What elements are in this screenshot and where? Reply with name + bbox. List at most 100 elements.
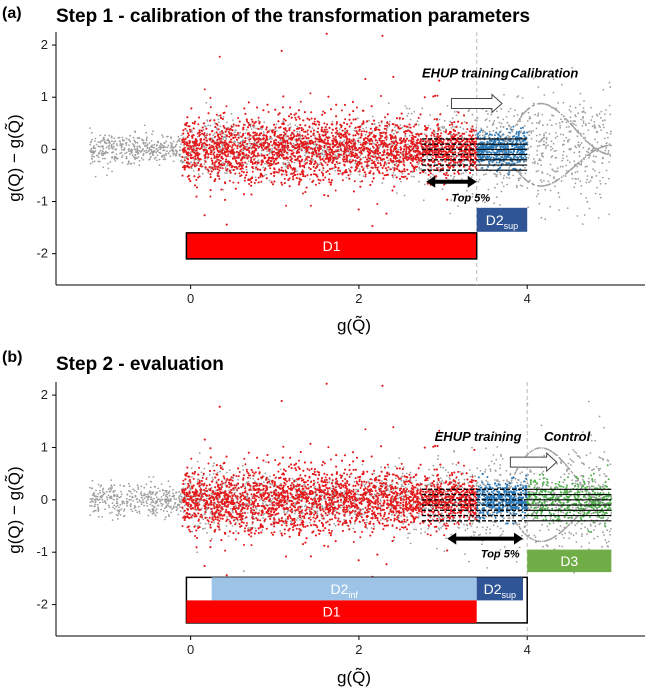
scatter-point-gray [245,168,248,171]
scatter-point-red [296,133,299,136]
scatter-point-gray [263,174,266,177]
scatter-point-gray [595,155,597,158]
scatter-point-gray [465,131,468,134]
scatter-point-gray [561,120,564,123]
scatter-point-gray [163,154,166,157]
scatter-point-gray [401,172,404,175]
scatter-point-red [253,182,256,184]
scatter-point-gray [591,177,593,179]
scatter-point-gray [266,150,268,153]
scatter-point-gray [357,117,359,120]
scatter-point-gray [500,190,503,193]
scatter-point-gray [115,143,118,145]
scatter-point-gray [510,126,512,129]
scatter-point-gray [89,162,92,165]
scatter-point-gray [166,146,169,149]
scatter-point-red [323,144,326,147]
scatter-point-gray [102,157,104,160]
scatter-point-gray [178,140,181,143]
scatter-point-gray [581,223,584,226]
scatter-point-gray [232,125,235,128]
scatter-point-gray [569,120,572,122]
scatter-point-gray [110,143,113,146]
y-tick-label: 0 [41,141,48,156]
scatter-point-gray [592,155,595,158]
scatter-point-gray [161,134,164,137]
scatter-point-gray [166,150,168,153]
scatter-point-red [334,189,337,192]
scatter-point-gray [543,179,545,182]
scatter-point-gray [358,168,361,171]
scatter-point-gray [321,152,324,155]
scatter-point-gray [488,130,491,133]
scatter-point-gray [218,121,220,124]
scatter-point-gray [174,145,177,148]
scatter-point-gray [161,144,164,147]
panel-a-title: Step 1 - calibration of the transformati… [56,6,530,27]
scatter-point-gray [584,156,587,158]
scatter-point-gray [403,194,406,197]
scatter-point-gray [557,102,559,104]
scatter-point-gray [95,143,98,146]
scatter-point-gray [395,162,398,165]
scatter-point-gray [555,180,557,182]
scatter-point-gray [543,140,545,143]
scatter-point-gray [110,136,113,139]
scatter-point-gray [286,153,289,156]
scatter-point-gray [219,125,222,128]
scatter-point-gray [242,139,245,142]
scatter-point-gray [149,158,152,160]
scatter-point-red [364,160,367,163]
scatter-point-gray [129,163,132,165]
scatter-point-gray [562,157,564,160]
scatter-point-gray [183,157,186,159]
scatter-point-gray [249,145,252,147]
scatter-point-gray [552,106,554,109]
scatter-point-gray [104,151,107,154]
scatter-point-red [213,151,216,154]
scatter-point-gray [186,129,188,132]
scatter-point-gray [371,130,374,133]
scatter-point-gray [560,113,563,116]
scatter-point-gray [575,124,577,126]
scatter-point-gray [532,102,535,105]
scatter-point-gray [296,130,298,133]
scatter-point-red [322,167,325,170]
scatter-point-gray [142,158,144,161]
scatter-point-gray [181,162,184,164]
scatter-point-gray [544,188,546,191]
scatter-point-gray [568,138,571,141]
scatter-point-gray [113,155,116,158]
scatter-point-gray [521,185,524,188]
scatter-point-red [277,141,280,144]
scatter-point-gray [573,186,576,189]
scatter-point-gray [602,123,605,126]
scatter-point-red [283,177,286,180]
scatter-point-gray [502,185,505,188]
scatter-point-red [209,106,212,109]
scatter-point-gray [527,108,529,110]
scatter-point-red [403,164,406,167]
scatter-point-gray [197,173,200,176]
scatter-point-gray [483,201,486,204]
scatter-point-red [355,149,358,152]
scatter-point-red [347,154,350,157]
scatter-point-gray [549,163,552,166]
scatter-point-gray [418,162,421,164]
scatter-point-red [290,160,293,163]
scatter-point-gray [121,156,123,159]
scatter-point-gray [362,127,364,130]
scatter-point-gray [93,155,95,158]
scatter-point-gray [120,148,123,151]
scatter-point-gray [224,166,227,169]
scatter-point-gray [422,199,425,202]
scatter-point-gray [205,146,208,149]
scatter-point-red [344,118,347,121]
scatter-point-gray [499,204,501,206]
scatter-point-red [224,182,227,185]
scatter-point-gray [138,150,141,152]
scatter-points [89,32,612,259]
scatter-point-red [364,175,367,178]
scatter-point-red [233,155,236,158]
scatter-point-gray [582,117,585,119]
